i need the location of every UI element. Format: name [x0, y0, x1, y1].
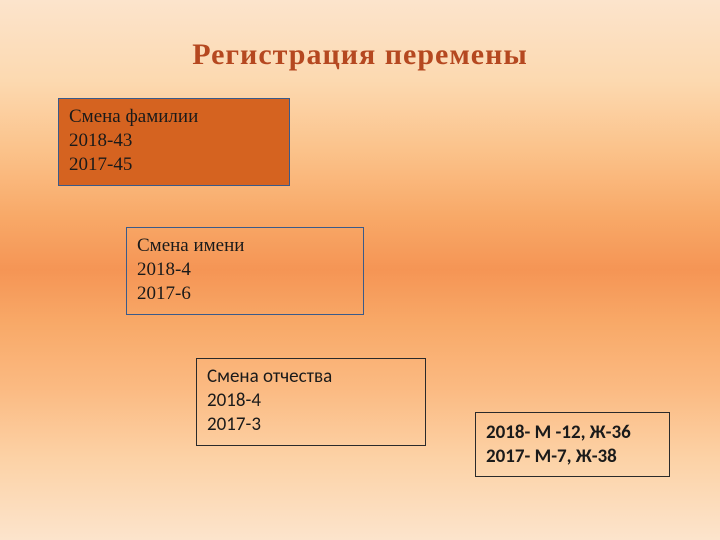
box-surname-title: Смена фамилии [69, 105, 279, 129]
box-firstname-change: Смена имени 2018-4 2017-6 [126, 227, 364, 315]
box-surname-change: Смена фамилии 2018-43 2017-45 [58, 98, 290, 186]
box-firstname-line2: 2017-6 [137, 282, 353, 306]
box-patronymic-change: Смена отчества 2018-4 2017-3 [196, 358, 426, 446]
box-gender-line1: 2018- М -12, Ж-36 [486, 421, 659, 445]
page-title: Регистрация перемены [0, 38, 720, 72]
box-surname-line1: 2018-43 [69, 129, 279, 153]
box-patronymic-line1: 2018-4 [207, 389, 415, 413]
box-gender-line2: 2017- М-7, Ж-38 [486, 445, 659, 469]
box-patronymic-title: Смена отчества [207, 365, 415, 389]
box-patronymic-line2: 2017-3 [207, 413, 415, 437]
box-firstname-line1: 2018-4 [137, 258, 353, 282]
box-gender-stats: 2018- М -12, Ж-36 2017- М-7, Ж-38 [475, 412, 670, 477]
box-surname-line2: 2017-45 [69, 153, 279, 177]
box-firstname-title: Смена имени [137, 234, 353, 258]
